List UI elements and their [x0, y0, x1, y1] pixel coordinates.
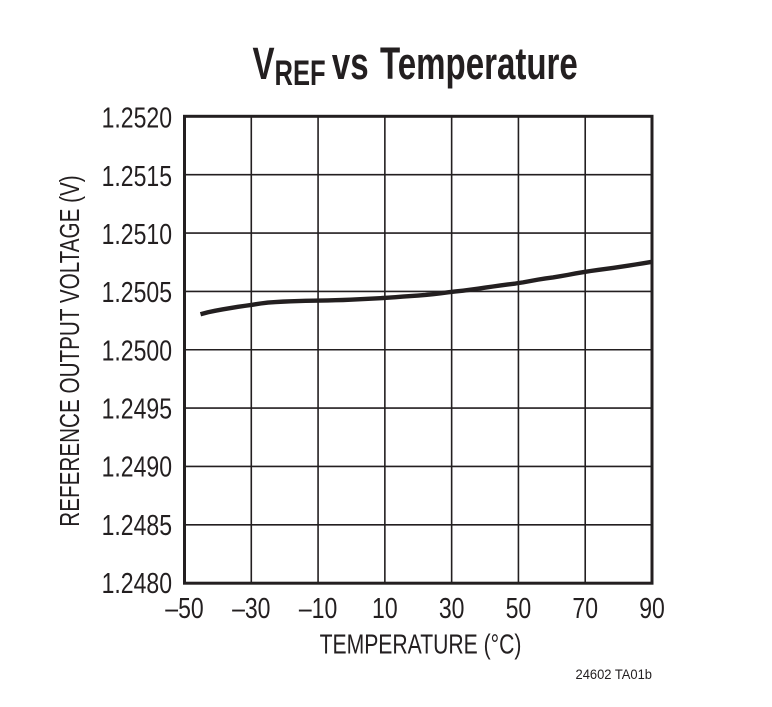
svg-text:–30: –30 [232, 592, 270, 625]
svg-text:1.2480: 1.2480 [102, 567, 172, 600]
svg-text:REFERENCE OUTPUT VOLTAGE (V): REFERENCE OUTPUT VOLTAGE (V) [55, 175, 86, 526]
svg-text:1.2490: 1.2490 [102, 450, 172, 483]
svg-text:90: 90 [639, 592, 665, 625]
svg-text:–50: –50 [165, 592, 203, 625]
svg-text:30: 30 [439, 592, 465, 625]
svg-text:1.2510: 1.2510 [102, 218, 172, 251]
svg-text:1.2505: 1.2505 [102, 276, 172, 309]
svg-text:1.2495: 1.2495 [102, 392, 172, 425]
svg-text:1.2520: 1.2520 [102, 101, 172, 134]
svg-text:10: 10 [372, 592, 398, 625]
svg-text:1.2515: 1.2515 [102, 159, 172, 192]
svg-text:50: 50 [506, 592, 532, 625]
svg-text:–10: –10 [299, 592, 337, 625]
svg-text:24602 TA01b: 24602 TA01b [576, 666, 652, 682]
svg-text:1.2500: 1.2500 [102, 334, 172, 367]
svg-text:70: 70 [572, 592, 598, 625]
svg-text:TEMPERATURE (°C): TEMPERATURE (°C) [320, 629, 522, 661]
svg-text:1.2485: 1.2485 [102, 508, 172, 541]
